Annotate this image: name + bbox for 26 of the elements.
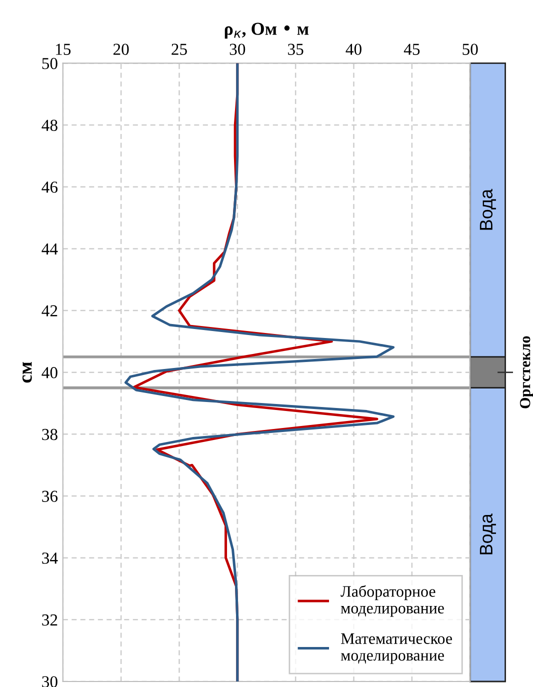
y-tick-label: 46: [42, 182, 58, 193]
text: Оргстекло: [520, 336, 533, 408]
y-tick-label: 36: [42, 490, 58, 502]
x-tick-label: 40: [346, 44, 362, 55]
y-axis-title: см: [22, 362, 32, 383]
y-tick-label: 50: [42, 58, 58, 70]
text: Вода: [480, 188, 496, 230]
y-tick-label: 32: [42, 614, 58, 626]
legend-label: Математическое моделирование: [340, 633, 452, 664]
y-tick-label: 34: [42, 552, 58, 564]
text: Вода: [480, 514, 496, 554]
x-tick-label: 20: [113, 44, 129, 55]
x-tick-label: 45: [404, 44, 420, 55]
x-tick-label: 50: [462, 44, 478, 55]
y-tick-label: 38: [42, 428, 58, 440]
x-tick-label: 15: [56, 44, 71, 55]
y-tick-label: 30: [42, 676, 58, 687]
x-tick-label: 35: [288, 44, 304, 55]
y-tick-label: 44: [42, 244, 58, 254]
x-tick-label: 30: [230, 44, 246, 55]
x-tick-label: 25: [172, 44, 187, 55]
y-tick-label: 48: [42, 120, 58, 131]
legend-label: Лабораторное моделирование: [340, 585, 444, 617]
y-tick-label: 40: [42, 367, 58, 378]
y-tick-label: 42: [42, 305, 58, 316]
x-axis-title: ρ$_{к}$, Ом • м: [224, 22, 309, 39]
